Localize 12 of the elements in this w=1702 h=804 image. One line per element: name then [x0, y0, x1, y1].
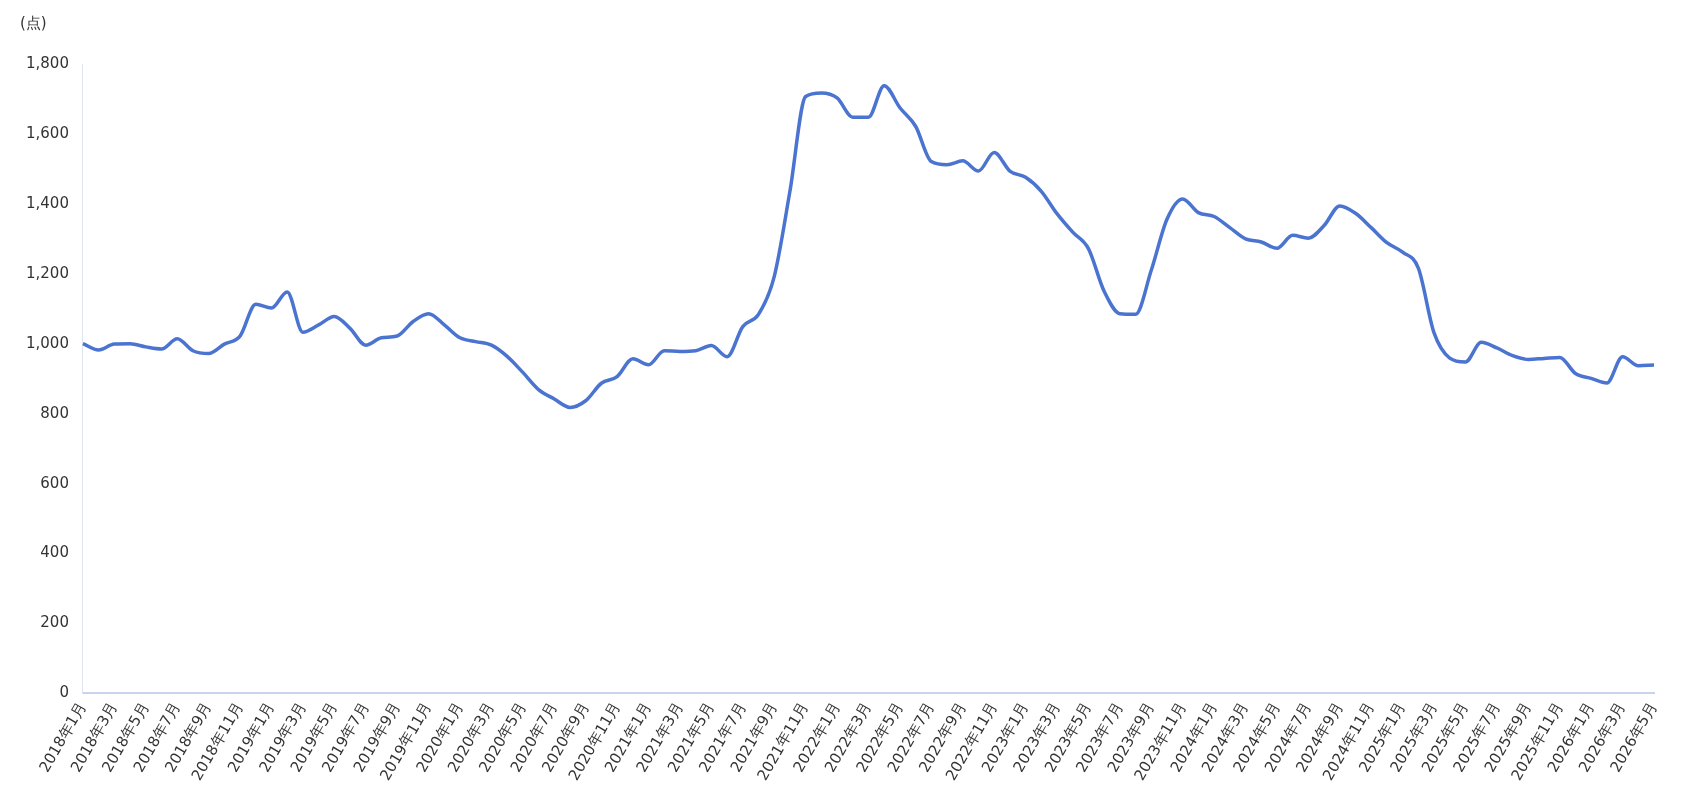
- y-tick-label: 1,000: [25, 333, 69, 352]
- y-tick-label: 1,600: [25, 123, 69, 142]
- y-axis-title: (点): [20, 14, 47, 33]
- y-tick-label: 600: [40, 473, 69, 492]
- line-series: [81, 83, 1656, 410]
- y-tick-label: 1,400: [25, 193, 69, 212]
- y-tick-label: 400: [40, 543, 69, 562]
- y-tick-label: 1,200: [25, 263, 69, 282]
- y-tick-label: 1,800: [25, 53, 69, 72]
- y-tick-label: 800: [40, 403, 69, 422]
- y-tick-label: 200: [40, 613, 69, 632]
- y-tick-label: 0: [59, 683, 69, 702]
